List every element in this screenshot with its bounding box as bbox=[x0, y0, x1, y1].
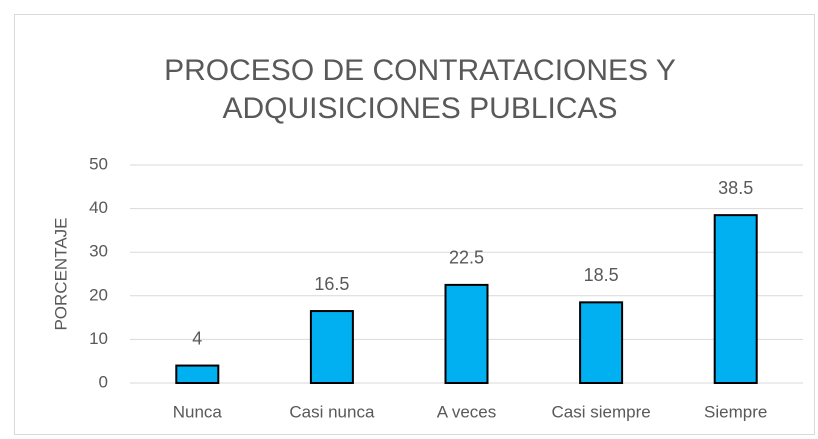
data-label: 18.5 bbox=[584, 265, 619, 285]
data-label: 22.5 bbox=[449, 248, 484, 268]
bar bbox=[175, 364, 220, 384]
x-tick-label: Nunca bbox=[173, 402, 223, 421]
bar bbox=[444, 283, 489, 384]
bar bbox=[309, 310, 354, 384]
chart-title: PROCESO DE CONTRATACIONES Y bbox=[164, 54, 676, 87]
y-tick-label: 0 bbox=[99, 372, 108, 391]
data-label: 38.5 bbox=[718, 178, 753, 198]
y-tick-label: 10 bbox=[89, 329, 108, 348]
y-tick-label: 40 bbox=[89, 198, 108, 217]
x-tick-label: Casi siempre bbox=[551, 402, 650, 421]
y-tick-label: 30 bbox=[89, 242, 108, 261]
x-tick-label: Casi nunca bbox=[289, 402, 375, 421]
chart-title: ADQUISICIONES PUBLICAS bbox=[222, 92, 617, 125]
data-label: 4 bbox=[192, 328, 202, 348]
bar bbox=[579, 301, 624, 384]
y-tick-label: 20 bbox=[89, 285, 108, 304]
data-label: 16.5 bbox=[314, 274, 349, 294]
chart-border bbox=[14, 14, 815, 435]
bar bbox=[713, 214, 758, 384]
y-tick-label: 50 bbox=[89, 154, 108, 173]
x-tick-label: A veces bbox=[437, 402, 497, 421]
y-axis-label: PORCENTAJE bbox=[51, 217, 70, 330]
x-tick-label: Siempre bbox=[704, 402, 767, 421]
